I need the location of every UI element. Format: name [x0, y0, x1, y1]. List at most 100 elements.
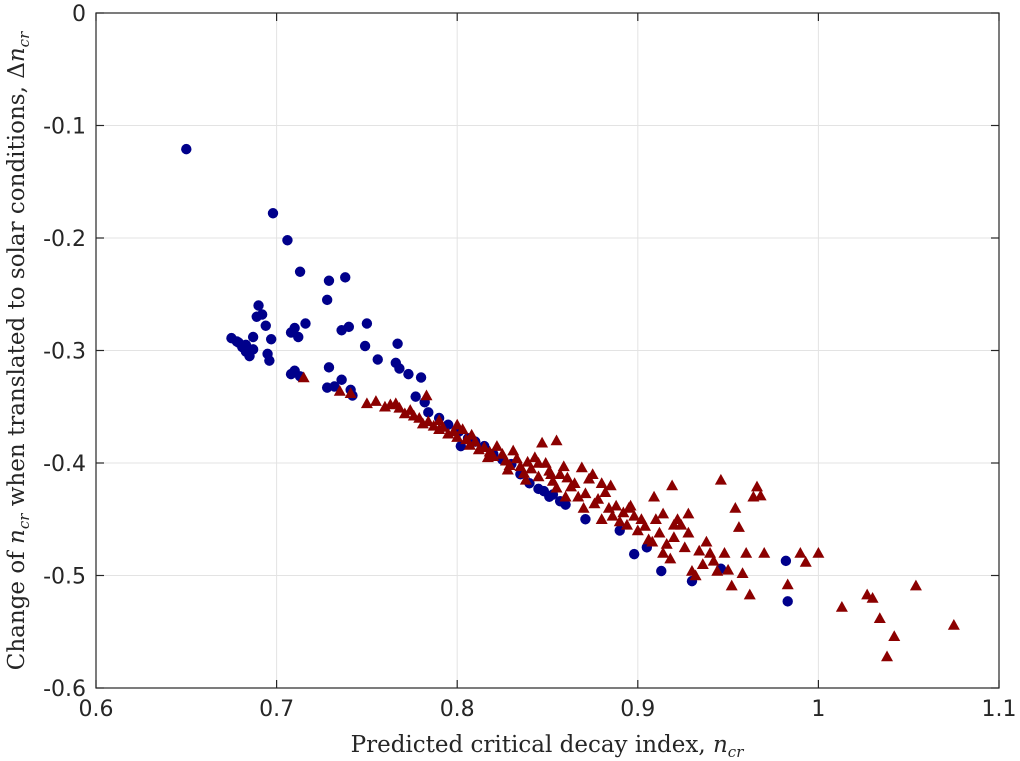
circle-point [403, 368, 414, 380]
triangle-point [693, 544, 706, 556]
x-tick-label: 0.6 [79, 697, 114, 722]
triangle-point [622, 502, 635, 513]
triangle-point [369, 395, 382, 406]
triangle-point [554, 468, 567, 480]
circle-point [265, 334, 277, 345]
y-tick-label: 0 [72, 2, 86, 27]
triangle-point [490, 440, 503, 451]
circle-point [580, 514, 591, 525]
circle-point [336, 374, 347, 385]
circle-point [294, 266, 306, 277]
triangle-point [718, 547, 731, 558]
triangle-point [561, 471, 574, 483]
triangle-point [592, 493, 605, 504]
triangle-point [754, 489, 767, 501]
circle-point [181, 143, 192, 155]
triangle-point [599, 486, 612, 498]
x-axis-label: Predicted critical decay index, ncr [351, 732, 745, 761]
triangle-point [628, 509, 641, 521]
triangle-point [572, 490, 585, 502]
circle-point [329, 381, 340, 392]
triangle-point [781, 578, 794, 590]
y-tick-label: -0.6 [43, 677, 86, 702]
triangle-point [639, 520, 652, 531]
triangle-point [568, 477, 581, 489]
circle-point [394, 363, 405, 374]
circle-point [628, 548, 640, 560]
triangle-point [518, 467, 531, 478]
triangle-point [653, 526, 666, 538]
triangle-point [678, 541, 691, 553]
y-tick-label: -0.2 [43, 227, 86, 252]
triangle-point [606, 509, 619, 521]
circle-point [656, 565, 667, 577]
triangle-point [433, 414, 446, 426]
triangle-point [750, 480, 763, 492]
triangle-point [510, 452, 523, 464]
triangle-point [682, 526, 695, 538]
triangle-point [575, 461, 588, 473]
triangle-point [344, 387, 357, 399]
triangle-point [333, 385, 346, 396]
triangle-point [420, 389, 433, 401]
triangle-point [550, 434, 563, 446]
triangle-point [812, 547, 825, 558]
triangle-point [729, 502, 742, 513]
circle-point [256, 309, 268, 320]
triangle-point [519, 473, 532, 485]
triangle-point [613, 515, 626, 527]
circle-point [260, 320, 271, 331]
x-tick-label: 0.7 [259, 697, 294, 722]
triangle-point [682, 507, 695, 519]
triangle-point [725, 579, 738, 591]
triangle-point [689, 569, 702, 581]
triangle-point [525, 462, 538, 474]
triangle-point [557, 460, 570, 472]
triangle-point [794, 547, 807, 558]
y-tick-label: -0.5 [43, 565, 86, 590]
triangle-point [507, 444, 520, 456]
triangle-point [501, 463, 514, 475]
triangle-point [595, 513, 608, 525]
triangle-point [835, 601, 848, 612]
circle-point [423, 407, 434, 418]
x-tick-label: 0.9 [620, 697, 655, 722]
circle-point [323, 362, 335, 373]
triangle-point [704, 547, 717, 558]
triangle-point [451, 418, 464, 430]
triangle-point [559, 490, 572, 502]
triangle-point [579, 487, 592, 499]
triangle-point [620, 518, 633, 530]
triangle-point [657, 547, 670, 558]
triangle-point [550, 481, 563, 493]
triangle-point [586, 468, 599, 480]
circle-point [282, 235, 293, 246]
circle-point [289, 322, 300, 334]
triangle-point [469, 435, 482, 447]
triangle-point [422, 415, 435, 427]
triangle-point [660, 538, 673, 549]
circle-point [300, 318, 311, 329]
triangle-point [463, 439, 476, 450]
triangle-point [881, 650, 894, 662]
circle-point [321, 294, 333, 306]
triangle-point [545, 468, 558, 480]
circle-point [415, 372, 427, 383]
circle-point [410, 391, 421, 402]
x-tick-label: 0.8 [440, 697, 475, 722]
triangle-point [657, 507, 670, 519]
circle-point [560, 499, 571, 510]
circle-point [340, 272, 351, 283]
triangle-point [707, 554, 720, 566]
triangle-point [736, 567, 749, 579]
circle-point [343, 321, 355, 333]
triangle-point [909, 579, 922, 591]
triangle-point [393, 401, 406, 413]
y-tick-label: -0.4 [43, 452, 86, 477]
triangle-point [722, 563, 735, 575]
circle-point [233, 337, 244, 348]
triangle-point [666, 479, 679, 491]
triangle-point [451, 431, 464, 442]
